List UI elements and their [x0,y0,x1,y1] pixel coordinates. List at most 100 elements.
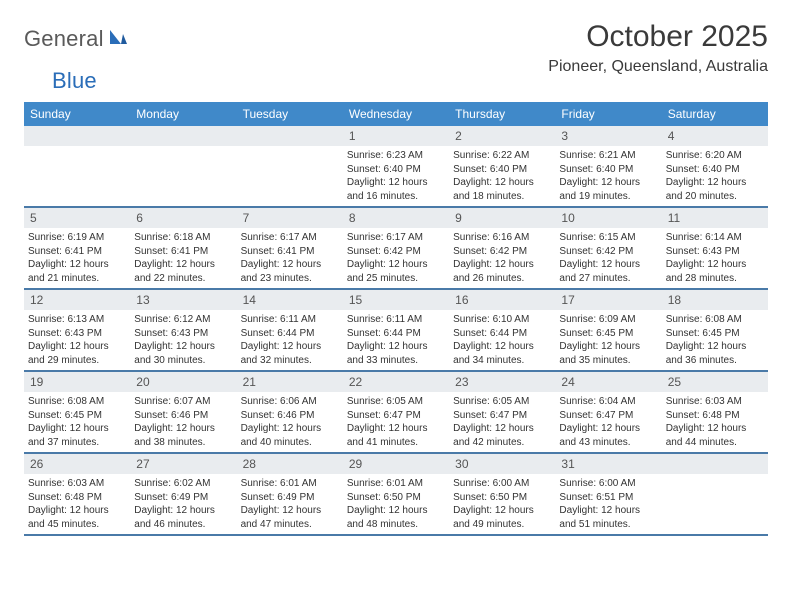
day-details: Sunrise: 6:04 AMSunset: 6:47 PMDaylight:… [555,392,661,452]
sunset-line: Sunset: 6:44 PM [241,327,339,341]
sunset-line: Sunset: 6:43 PM [666,245,764,259]
day-cell: 17Sunrise: 6:09 AMSunset: 6:45 PMDayligh… [555,290,661,370]
sunset-line: Sunset: 6:42 PM [347,245,445,259]
day-details: Sunrise: 6:16 AMSunset: 6:42 PMDaylight:… [449,228,555,288]
day-cell: 28 Sunrise: 6:01 AMSunset: 6:49 PMDayligh… [237,454,343,534]
sunset-line: Sunset: 6:42 PM [559,245,657,259]
day-details: Sunrise: 6:01 AMSunset: 6:50 PMDaylight:… [343,474,449,534]
daylight-line: Daylight: 12 hours and 28 minutes. [666,258,764,285]
day-details: Sunrise: 6:05 AMSunset: 6:47 PMDaylight:… [343,392,449,452]
day-details: Sunrise: 6:00 AMSunset: 6:51 PMDaylight:… [555,474,661,534]
daylight-line: Daylight: 12 hours and 45 minutes. [28,504,126,531]
sunset-line: Sunset: 6:45 PM [28,409,126,423]
day-cell: 21Sunrise: 6:06 AMSunset: 6:46 PMDayligh… [237,372,343,452]
day-details: Sunrise: 6:17 AMSunset: 6:41 PMDaylight:… [237,228,343,288]
empty-cell [662,454,768,534]
day-number: 19 [24,372,130,392]
day-details: Sunrise: 6:13 AMSunset: 6:43 PMDaylight:… [24,310,130,370]
daylight-line: Daylight: 12 hours and 19 minutes. [559,176,657,203]
day-details: Sunrise: 6:21 AMSunset: 6:40 PMDaylight:… [555,146,661,206]
week-row: 5Sunrise: 6:19 AMSunset: 6:41 PMDaylight… [24,208,768,290]
dow-sunday: Sunday [24,102,130,126]
day-cell: 15Sunrise: 6:11 AMSunset: 6:44 PMDayligh… [343,290,449,370]
day-number: 31 [555,454,661,474]
day-number: 8 [343,208,449,228]
day-number: 4 [662,126,768,146]
sunrise-line: Sunrise: 6:02 AM [134,477,232,491]
day-details: Sunrise: 6:08 AMSunset: 6:45 PMDaylight:… [662,310,768,370]
day-number: 5 [24,208,130,228]
sunrise-line: Sunrise: 6:06 AM [241,395,339,409]
sunset-line: Sunset: 6:44 PM [347,327,445,341]
day-number: 15 [343,290,449,310]
day-details: Sunrise: 6:17 AMSunset: 6:42 PMDaylight:… [343,228,449,288]
day-cell: 31Sunrise: 6:00 AMSunset: 6:51 PMDayligh… [555,454,661,534]
brand-logo: General [24,20,130,52]
sunset-line: Sunset: 6:44 PM [453,327,551,341]
day-number: 14 [237,290,343,310]
day-details: Sunrise: 6:05 AMSunset: 6:47 PMDaylight:… [449,392,555,452]
dow-thursday: Thursday [449,102,555,126]
sunset-line: Sunset: 6:41 PM [134,245,232,259]
day-details: Sunrise: 6:03 AMSunset: 6:48 PMDaylight:… [662,392,768,452]
sunrise-line: Sunrise: 6:18 AM [134,231,232,245]
day-details: Sunrise: 6:22 AMSunset: 6:40 PMDaylight:… [449,146,555,206]
brand-part1: General [24,26,104,52]
day-details: Sunrise: 6:19 AMSunset: 6:41 PMDaylight:… [24,228,130,288]
sunset-line: Sunset: 6:47 PM [347,409,445,423]
sunset-line: Sunset: 6:43 PM [28,327,126,341]
day-cell: 10Sunrise: 6:15 AMSunset: 6:42 PMDayligh… [555,208,661,288]
sunrise-line: Sunrise: 6:04 AM [559,395,657,409]
day-number: 16 [449,290,555,310]
day-cell: 11 Sunrise: 6:14 AMSunset: 6:43 PMDayligh… [662,208,768,288]
daylight-line: Daylight: 12 hours and 47 minutes. [241,504,339,531]
day-number: 28 [237,454,343,474]
day-cell: 16Sunrise: 6:10 AMSunset: 6:44 PMDayligh… [449,290,555,370]
day-details: Sunrise: 6:10 AMSunset: 6:44 PMDaylight:… [449,310,555,370]
title-block: October 2025 Pioneer, Queensland, Austra… [548,20,768,82]
sunrise-line: Sunrise: 6:09 AM [559,313,657,327]
sunrise-line: Sunrise: 6:03 AM [666,395,764,409]
day-cell: 8Sunrise: 6:17 AMSunset: 6:42 PMDaylight… [343,208,449,288]
daylight-line: Daylight: 12 hours and 29 minutes. [28,340,126,367]
day-cell: 19Sunrise: 6:08 AMSunset: 6:45 PMDayligh… [24,372,130,452]
day-number: 7 [237,208,343,228]
sunset-line: Sunset: 6:48 PM [666,409,764,423]
sunset-line: Sunset: 6:49 PM [134,491,232,505]
day-cell: 23Sunrise: 6:05 AMSunset: 6:47 PMDayligh… [449,372,555,452]
week-row: 26Sunrise: 6:03 AMSunset: 6:48 PMDayligh… [24,454,768,536]
sunrise-line: Sunrise: 6:21 AM [559,149,657,163]
day-number [24,126,130,146]
day-details: Sunrise: 6:11 AMSunset: 6:44 PMDaylight:… [237,310,343,370]
day-details: Sunrise: 6:18 AMSunset: 6:41 PMDaylight:… [130,228,236,288]
daylight-line: Daylight: 12 hours and 38 minutes. [134,422,232,449]
calendar-page: General October 2025 Pioneer, Queensland… [0,0,792,536]
daylight-line: Daylight: 12 hours and 37 minutes. [28,422,126,449]
daylight-line: Daylight: 12 hours and 23 minutes. [241,258,339,285]
daylight-line: Daylight: 12 hours and 41 minutes. [347,422,445,449]
dow-tuesday: Tuesday [237,102,343,126]
sunset-line: Sunset: 6:49 PM [241,491,339,505]
day-number: 13 [130,290,236,310]
day-number: 2 [449,126,555,146]
day-number: 21 [237,372,343,392]
day-cell: 13Sunrise: 6:12 AMSunset: 6:43 PMDayligh… [130,290,236,370]
sunset-line: Sunset: 6:41 PM [241,245,339,259]
sunrise-line: Sunrise: 6:01 AM [241,477,339,491]
brand-part2: Blue [24,68,97,94]
sunset-line: Sunset: 6:41 PM [28,245,126,259]
day-details: Sunrise: 6:23 AMSunset: 6:40 PMDaylight:… [343,146,449,206]
day-number: 30 [449,454,555,474]
daylight-line: Daylight: 12 hours and 35 minutes. [559,340,657,367]
day-cell: 3Sunrise: 6:21 AMSunset: 6:40 PMDaylight… [555,126,661,206]
day-details: Sunrise: 6:09 AMSunset: 6:45 PMDaylight:… [555,310,661,370]
day-number: 10 [555,208,661,228]
sunrise-line: Sunrise: 6:14 AM [666,231,764,245]
sunset-line: Sunset: 6:45 PM [559,327,657,341]
sunset-line: Sunset: 6:46 PM [134,409,232,423]
sunrise-line: Sunrise: 6:15 AM [559,231,657,245]
day-number: 11 [662,208,768,228]
sunrise-line: Sunrise: 6:19 AM [28,231,126,245]
day-cell: 12Sunrise: 6:13 AMSunset: 6:43 PMDayligh… [24,290,130,370]
day-number: 26 [24,454,130,474]
